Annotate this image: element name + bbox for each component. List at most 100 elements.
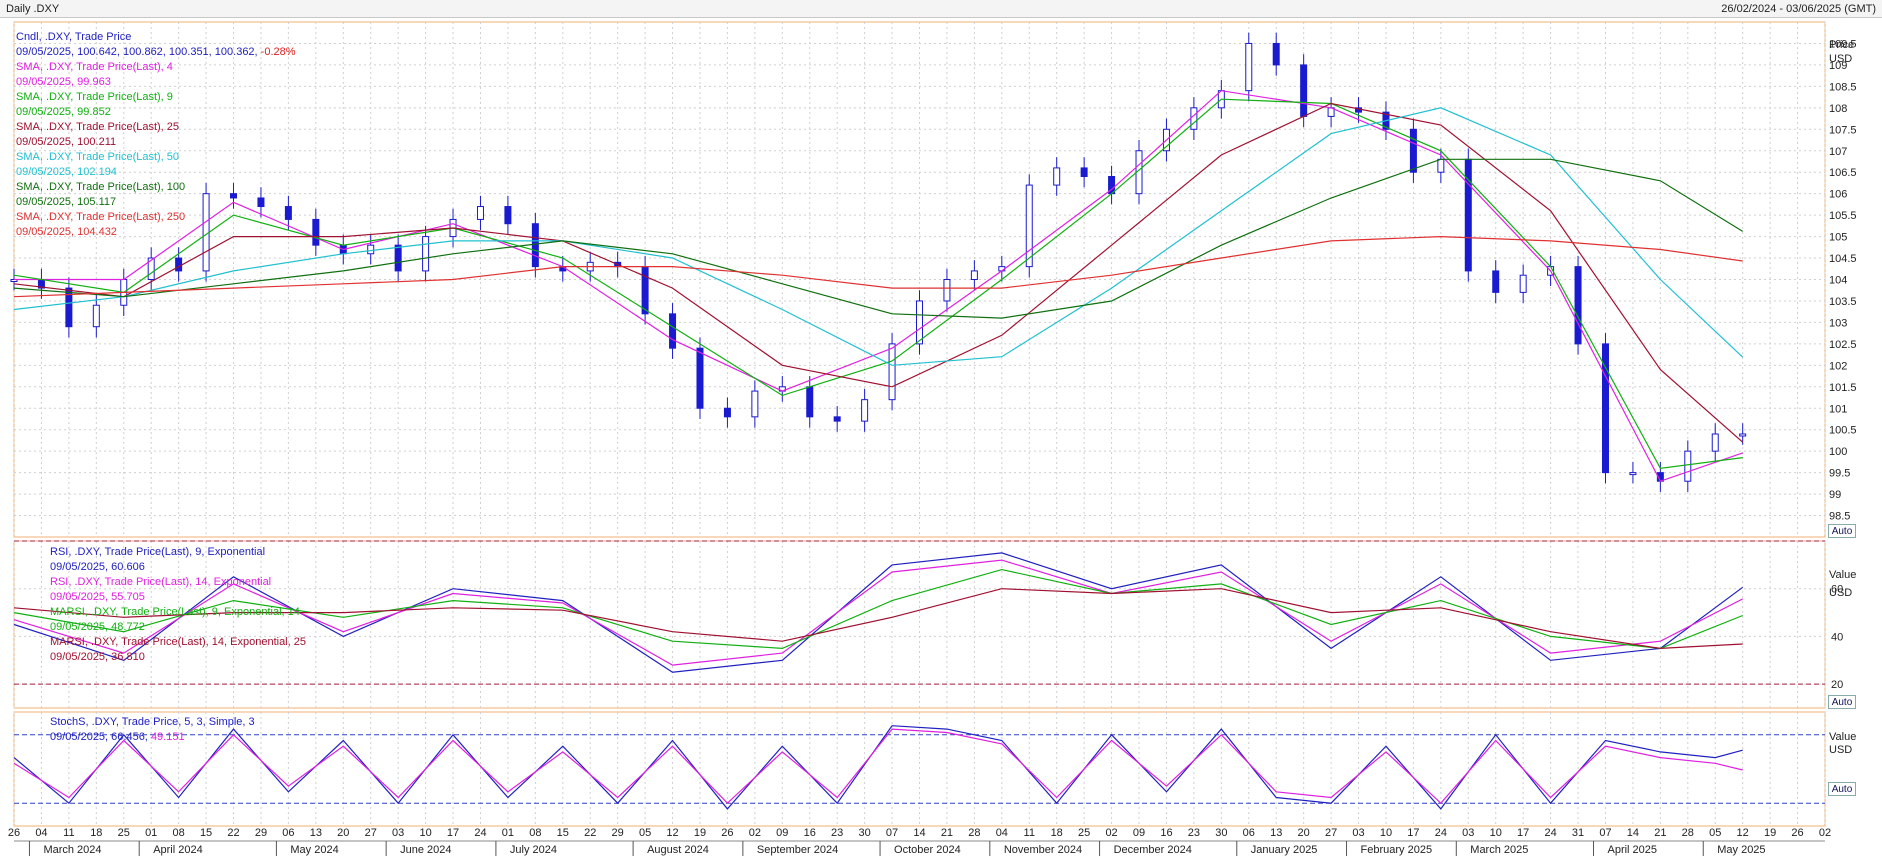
price-tick-label: 105 <box>1829 232 1847 244</box>
candle-body <box>806 386 814 418</box>
candle-body <box>531 223 539 268</box>
x-day-label: 30 <box>1215 827 1227 839</box>
legend-entry: MARSI, .DXY, Trade Price(Last), 14, Expo… <box>50 635 306 650</box>
price-tick-label: 102 <box>1829 360 1847 372</box>
legend-text: RSI, .DXY, Trade Price(Last), 9, Exponen… <box>50 546 266 558</box>
candle-body <box>367 244 375 255</box>
legend-entry: RSI, .DXY, Trade Price(Last), 9, Exponen… <box>50 545 306 560</box>
series-line-7 <box>13 552 1744 673</box>
x-day-label: 03 <box>1462 827 1474 839</box>
rsi-tick-label: 40 <box>1831 631 1843 643</box>
price-tick-label: 108 <box>1829 103 1847 115</box>
candle-body <box>641 266 649 315</box>
x-month-label: May 2024 <box>290 844 338 856</box>
series-line-2 <box>13 98 1743 469</box>
x-month-label: May 2025 <box>1717 844 1765 856</box>
legend-entry: 09/05/2025, 102.194 <box>16 165 296 180</box>
price-tick-label: 107 <box>1829 146 1847 158</box>
candle-body <box>669 313 677 349</box>
candle-body <box>147 257 155 280</box>
x-day-label: 01 <box>502 827 514 839</box>
price-tick-label: 98.5 <box>1829 511 1850 523</box>
x-day-label: 23 <box>1188 827 1200 839</box>
x-day-label: 17 <box>1517 827 1529 839</box>
stoch-axis-unit: USD <box>1829 744 1852 756</box>
price-tick-label: 104.5 <box>1829 253 1857 265</box>
x-day-label: 27 <box>1325 827 1337 839</box>
x-day-label: 04 <box>35 827 47 839</box>
price-auto-button[interactable]: Auto <box>1828 524 1856 538</box>
candle-body <box>1245 42 1253 92</box>
candle-body <box>1080 167 1088 178</box>
price-legend: Cndl, .DXY, Trade Price 09/05/2025, 100.6… <box>16 30 296 240</box>
rsi-tick-label: 60 <box>1831 584 1843 596</box>
x-day-label: 02 <box>1819 827 1831 839</box>
legend-entry: SMA, .DXY, Trade Price(Last), 4 <box>16 60 296 75</box>
x-day-label: 29 <box>612 827 624 839</box>
x-day-label: 02 <box>1105 827 1117 839</box>
candle-body <box>1409 128 1417 173</box>
x-day-label: 16 <box>804 827 816 839</box>
legend-text: 09/05/2025, 100.211 <box>16 136 117 148</box>
x-day-label: 22 <box>584 827 596 839</box>
x-month-label: August 2024 <box>647 844 709 856</box>
x-month-label: December 2024 <box>1114 844 1192 856</box>
candle-body <box>1300 64 1308 117</box>
x-day-label: 11 <box>63 827 74 839</box>
x-day-label: 05 <box>1709 827 1721 839</box>
x-day-label: 28 <box>1682 827 1694 839</box>
x-day-label: 12 <box>666 827 678 839</box>
candle-body <box>1684 450 1692 482</box>
legend-text: SMA, .DXY, Trade Price(Last), 50 <box>16 151 180 163</box>
x-day-label: 17 <box>1407 827 1419 839</box>
legend-entry: SMA, .DXY, Trade Price(Last), 25 <box>16 120 296 135</box>
candle-body <box>1437 158 1445 173</box>
x-day-label: 13 <box>1270 827 1282 839</box>
legend-text: SMA, .DXY, Trade Price(Last), 100 <box>16 181 186 193</box>
price-tick-label: 102.5 <box>1829 339 1857 351</box>
legend-entry: 09/05/2025, 100.211 <box>16 135 296 150</box>
stoch-auto-button[interactable]: Auto <box>1828 782 1856 796</box>
x-day-label: 04 <box>996 827 1008 839</box>
legend-text: SMA, .DXY, Trade Price(Last), 4 <box>16 61 173 73</box>
x-day-label: 07 <box>886 827 898 839</box>
price-tick-label: 99.5 <box>1829 468 1850 480</box>
rsi-legend: RSI, .DXY, Trade Price(Last), 9, Exponen… <box>50 545 306 665</box>
candle-body <box>1519 274 1527 293</box>
stoch-axis-title: Value <box>1829 731 1856 743</box>
candle-body <box>1629 472 1637 476</box>
candle-body <box>1025 184 1033 268</box>
candle-body <box>916 300 923 345</box>
x-day-label: 06 <box>1243 827 1255 839</box>
legend-entry: 09/05/2025, 55.705 <box>50 590 306 605</box>
candle-body <box>861 399 869 422</box>
x-day-label: 29 <box>255 827 267 839</box>
series-line-1 <box>14 90 1743 482</box>
candle-body <box>1711 433 1719 452</box>
chart-header: Daily .DXY 26/02/2024 - 03/06/2025 (GMT) <box>0 0 1882 18</box>
legend-text: SMA, .DXY, Trade Price(Last), 9 <box>16 91 173 103</box>
x-day-label: 06 <box>282 827 294 839</box>
x-month-label: July 2024 <box>510 844 557 856</box>
price-tick-label: 109.5 <box>1829 38 1857 50</box>
x-day-label: 15 <box>557 827 569 839</box>
candle-body <box>284 206 292 220</box>
series-line-6 <box>13 235 1743 298</box>
price-tick-label: 99 <box>1829 489 1841 501</box>
legend-text: 09/05/2025, 105.117 <box>16 196 117 208</box>
rsi-auto-button[interactable]: Auto <box>1828 695 1856 709</box>
x-day-label: 15 <box>200 827 212 839</box>
legend-extra: -0.28% <box>260 46 296 58</box>
x-day-label: 31 <box>1572 827 1584 839</box>
candle-body <box>1053 167 1061 186</box>
series-line-3 <box>13 102 1744 443</box>
candle-body <box>65 287 73 328</box>
x-day-label: 03 <box>1352 827 1364 839</box>
x-month-label: June 2024 <box>400 844 451 856</box>
price-tick-label: 106.5 <box>1829 167 1857 179</box>
x-day-label: 24 <box>1544 827 1556 839</box>
legend-entry: StochS, .DXY, Trade Price, 5, 3, Simple,… <box>50 715 255 730</box>
candle-body <box>1601 343 1609 474</box>
legend-text: Cndl, .DXY, Trade Price <box>16 31 132 43</box>
